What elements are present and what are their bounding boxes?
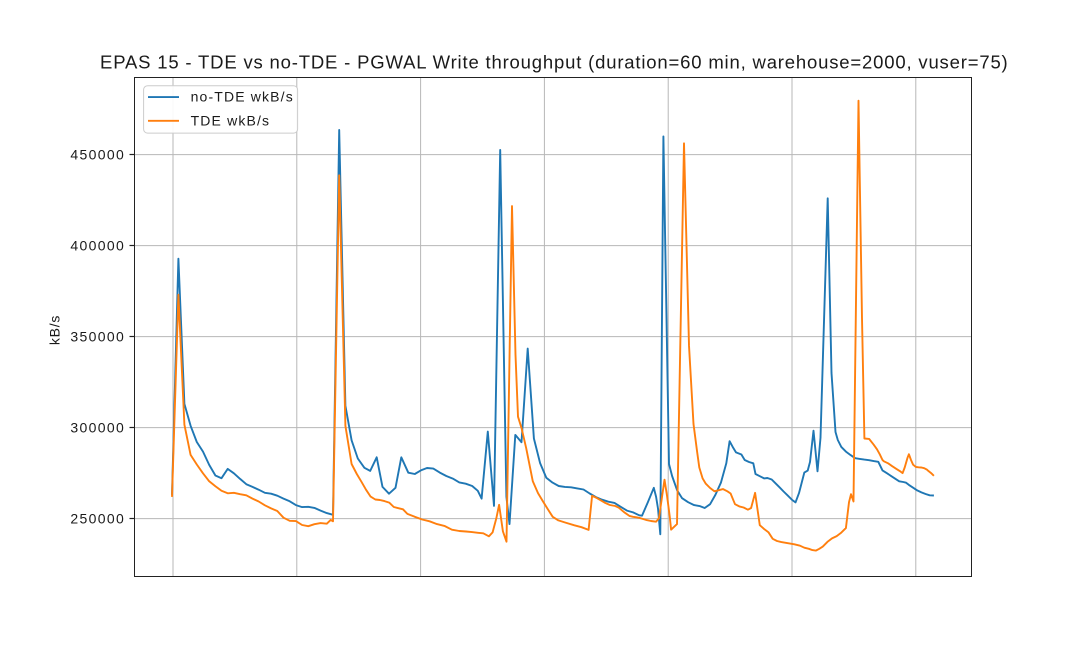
svg-text:TDE wkB/s: TDE wkB/s [191, 112, 271, 128]
svg-text:no-TDE wkB/s: no-TDE wkB/s [191, 89, 294, 105]
svg-text:kB/s: kB/s [47, 315, 63, 345]
svg-text:400000: 400000 [70, 238, 125, 254]
svg-text:350000: 350000 [70, 329, 125, 345]
svg-text:450000: 450000 [70, 147, 125, 163]
svg-text:300000: 300000 [70, 420, 125, 436]
svg-text:EPAS 15 - TDE vs no-TDE - PGWA: EPAS 15 - TDE vs no-TDE - PGWAL Write th… [100, 51, 1009, 72]
svg-text:250000: 250000 [70, 511, 125, 527]
